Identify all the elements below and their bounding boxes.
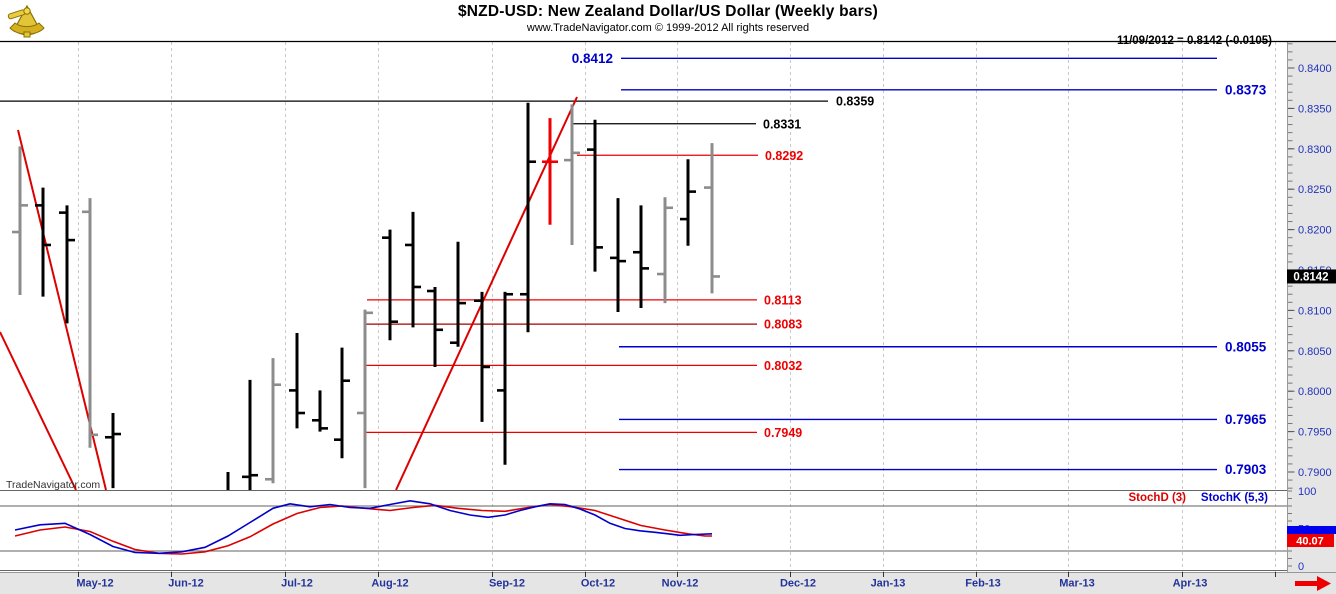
price-bar: [633, 205, 649, 308]
level-label: 0.8055: [1225, 339, 1267, 354]
time-axis-strip: [0, 572, 1336, 594]
stoch-axis-label: 100: [1298, 486, 1316, 498]
month-label: Jan-13: [871, 578, 906, 590]
month-label: Dec-12: [780, 578, 816, 590]
level-label: 0.7949: [764, 426, 802, 440]
price-bar: [242, 379, 258, 490]
price-bar: [564, 104, 580, 245]
month-label: Sep-12: [489, 578, 525, 590]
level-label: 0.8292: [765, 149, 803, 163]
price-bar: [312, 390, 328, 432]
scroll-right-arrow-icon[interactable]: [1295, 576, 1331, 591]
price-badge: 0.8142: [1287, 269, 1336, 284]
level-label: 0.8113: [764, 293, 802, 307]
price-axis-strip: [1287, 41, 1336, 572]
price-bar: [12, 146, 28, 296]
price-axis-label: 0.7900: [1298, 467, 1332, 479]
svg-text:40.07: 40.07: [1296, 536, 1324, 548]
price-axis-label: 0.8300: [1298, 144, 1332, 156]
price-bar: [610, 198, 626, 313]
price-axis-label: 0.8050: [1298, 346, 1332, 358]
price-bar: [405, 211, 421, 328]
price-axis-label: 0.8400: [1298, 63, 1332, 75]
price-axis-label: 0.8100: [1298, 305, 1332, 317]
price-bar: [334, 347, 350, 459]
level-label: 0.8083: [764, 318, 802, 332]
tradenavigator-sextant-logo-icon: [6, 3, 48, 40]
level-label: 0.8412: [572, 51, 613, 66]
month-label: Jul-12: [281, 578, 313, 590]
price-bar: [382, 229, 398, 341]
price-bar: [680, 159, 696, 246]
price-bar: [427, 286, 443, 367]
month-label: Apr-13: [1173, 578, 1208, 590]
price-bar: [59, 205, 75, 324]
price-axis-label: 0.7950: [1298, 427, 1332, 439]
month-label: Mar-13: [1059, 578, 1094, 590]
chart-title: $NZD-USD: New Zealand Dollar/US Dollar (…: [457, 3, 879, 20]
legend-stochk: StochK (5,3): [1201, 492, 1268, 504]
price-axis-label: 0.8000: [1298, 386, 1332, 398]
price-axis-label: 0.8250: [1298, 184, 1332, 196]
month-label: May-12: [76, 578, 113, 590]
watermark: TradeNavigator.com: [6, 479, 100, 491]
price-bar: [497, 291, 513, 465]
level-label: 0.8359: [836, 95, 874, 109]
month-label: Oct-12: [581, 578, 615, 590]
price-bar: [357, 309, 373, 489]
legend-stochd: StochD (3): [1129, 492, 1187, 504]
price-bar: [657, 197, 673, 304]
chart-subtitle: www.TradeNavigator.com © 1999-2012 All r…: [526, 22, 810, 34]
month-label: Feb-13: [965, 578, 1000, 590]
level-label: 0.8032: [764, 359, 802, 373]
price-bar: [35, 187, 51, 297]
level-label: 0.8331: [763, 117, 801, 131]
price-bar: [105, 413, 121, 489]
stoch-axis-label: 0: [1298, 561, 1304, 573]
stoch-d-line: [14, 503, 712, 555]
price-bar: [289, 333, 305, 429]
stochd-badge: 40.07: [1287, 534, 1334, 548]
price-bar: [265, 358, 281, 484]
price-bar: [520, 102, 536, 333]
level-label: 0.7965: [1225, 412, 1267, 427]
price-axis-label: 0.8350: [1298, 103, 1332, 115]
price-bar: [474, 291, 490, 422]
month-label: Aug-12: [371, 578, 408, 590]
price-bar: [587, 119, 603, 272]
level-label: 0.7903: [1225, 462, 1267, 477]
stoch-k-line: [14, 499, 713, 555]
svg-text:0.8142: 0.8142: [1293, 271, 1328, 283]
month-label: Nov-12: [662, 578, 699, 590]
stochk-badge: [1287, 526, 1336, 534]
month-label: Jun-12: [168, 578, 203, 590]
price-bar: [542, 118, 558, 225]
trendline: [0, 331, 77, 490]
price-axis-label: 0.8200: [1298, 225, 1332, 237]
level-label: 0.8373: [1225, 82, 1267, 97]
price-bar: [704, 143, 720, 294]
price-bar: [82, 198, 98, 448]
price-bar: [450, 241, 466, 347]
